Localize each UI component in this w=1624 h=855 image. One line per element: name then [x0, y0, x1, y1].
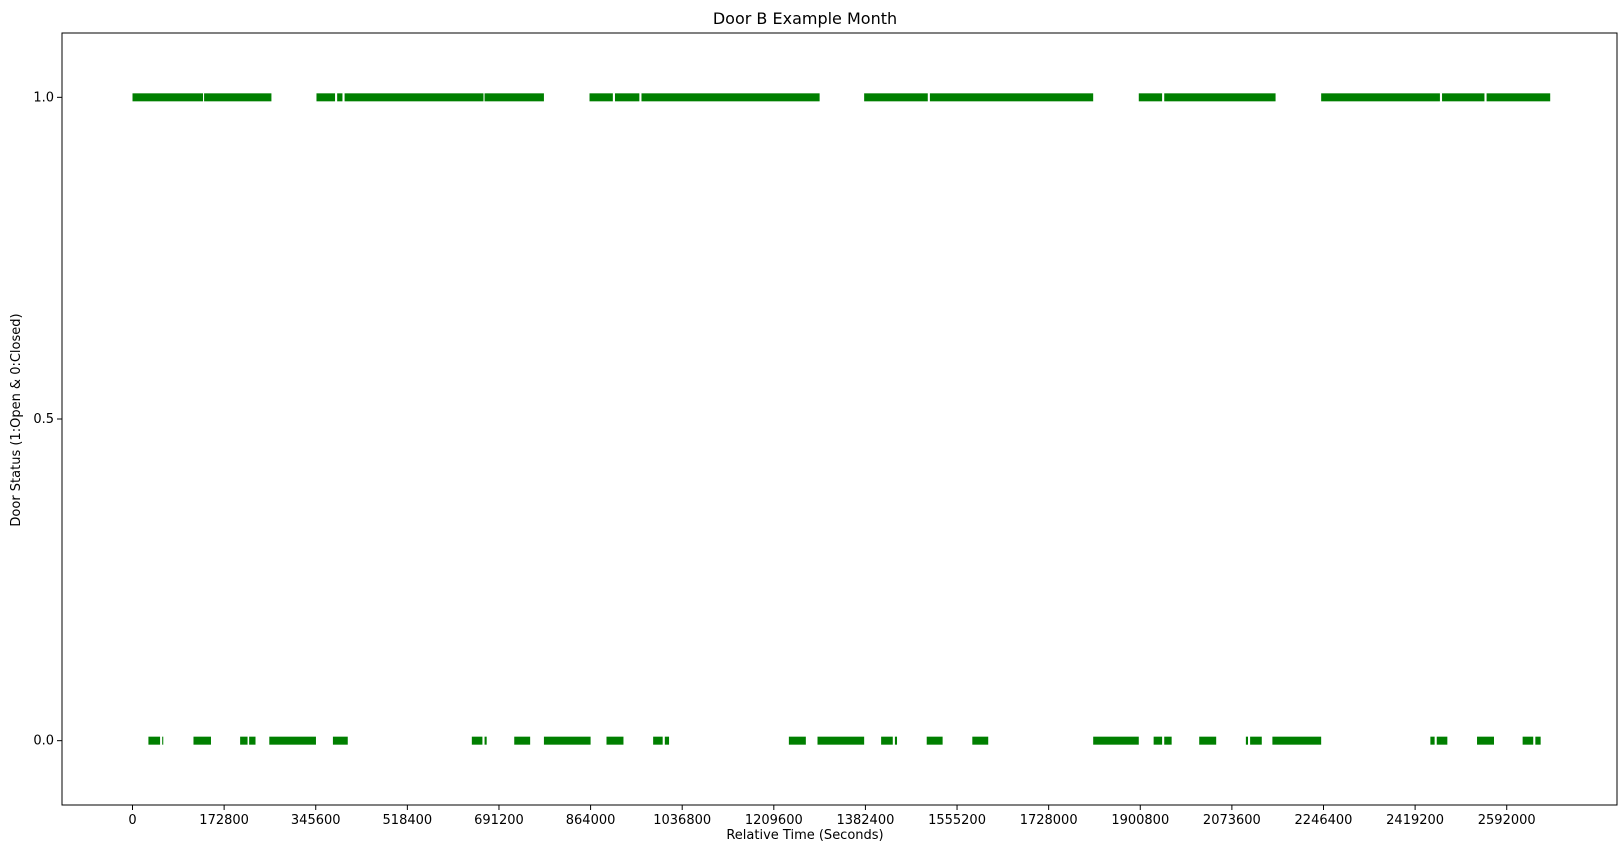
status-segment-y0-28 [1436, 736, 1448, 745]
x-tick-label: 0 [128, 813, 136, 828]
status-segment-y1-5 [484, 93, 544, 102]
status-segment-y0-1 [162, 736, 164, 745]
status-segment-y0-31 [1535, 736, 1541, 745]
status-segment-y0-19 [972, 736, 989, 745]
status-segment-y0-26 [1272, 736, 1322, 745]
status-segment-y1-0 [132, 93, 204, 102]
y-tick-label: 0.5 [33, 412, 54, 427]
x-tick-label: 1209600 [745, 813, 803, 828]
status-segment-y0-10 [543, 736, 591, 745]
status-segment-y0-27 [1430, 736, 1435, 745]
status-segment-y0-17 [894, 736, 898, 745]
status-segment-y0-30 [1522, 736, 1534, 745]
status-segment-y0-6 [332, 736, 348, 745]
status-segment-y0-0 [148, 736, 161, 745]
status-segment-y0-22 [1164, 736, 1172, 745]
data-marks [132, 93, 1551, 745]
status-segment-y0-7 [471, 736, 483, 745]
x-tick-label: 2592000 [1478, 813, 1536, 828]
status-segment-y0-25 [1250, 736, 1262, 745]
y-tick-label: 1.0 [33, 90, 54, 105]
x-tick-label: 691200 [474, 813, 524, 828]
status-segment-y0-3 [240, 736, 248, 745]
status-segment-y0-9 [514, 736, 531, 745]
status-segment-y1-2 [316, 93, 336, 102]
status-segment-y1-11 [1138, 93, 1163, 102]
status-segment-y0-5 [269, 736, 316, 745]
y-axis-title: Door Status (1:Open & 0:Closed) [9, 313, 24, 526]
status-segment-y0-29 [1477, 736, 1494, 745]
x-tick-label: 1728000 [1020, 813, 1078, 828]
status-segment-y1-9 [864, 93, 928, 102]
status-segment-y1-4 [344, 93, 484, 102]
status-segment-y0-20 [1093, 736, 1139, 745]
x-tick-label: 345600 [291, 813, 341, 828]
x-tick-label: 172800 [199, 813, 249, 828]
status-segment-y0-2 [193, 736, 211, 745]
x-tick-label: 1036800 [653, 813, 711, 828]
status-segment-y0-11 [606, 736, 624, 745]
status-segment-y1-15 [1486, 93, 1551, 102]
status-segment-y0-24 [1245, 736, 1248, 745]
status-segment-y0-23 [1199, 736, 1217, 745]
status-segment-y1-3 [337, 93, 343, 102]
x-tick-label: 1555200 [928, 813, 986, 828]
status-segment-y0-13 [664, 736, 670, 745]
status-segment-y0-12 [653, 736, 663, 745]
x-tick-label: 1382400 [836, 813, 894, 828]
x-tick-label: 2419200 [1386, 813, 1444, 828]
status-segment-y1-10 [929, 93, 1094, 102]
y-axis: 0.0 0.5 1.0 [33, 90, 62, 749]
x-axis: 0 172800 345600 518400 691200 864000 1036800 12… [128, 805, 1536, 828]
status-segment-y0-14 [788, 736, 806, 745]
status-segment-y0-18 [926, 736, 943, 745]
status-segment-y1-14 [1442, 93, 1485, 102]
status-segment-y1-7 [614, 93, 640, 102]
status-segment-y1-8 [641, 93, 820, 102]
x-tick-label: 518400 [383, 813, 433, 828]
status-segment-y1-13 [1321, 93, 1440, 102]
x-axis-title: Relative Time (Seconds) [726, 828, 883, 843]
chart-title: Door B Example Month [713, 9, 897, 28]
status-segment-y1-1 [204, 93, 272, 102]
status-segment-y1-6 [589, 93, 613, 102]
y-tick-label: 0.0 [33, 734, 54, 749]
x-tick-label: 2073600 [1203, 813, 1261, 828]
status-segment-y0-4 [249, 736, 256, 745]
status-segment-y0-21 [1153, 736, 1163, 745]
status-segment-y1-12 [1164, 93, 1276, 102]
x-tick-label: 2246400 [1295, 813, 1353, 828]
x-tick-label: 864000 [566, 813, 616, 828]
x-tick-label: 1900800 [1111, 813, 1169, 828]
status-segment-y0-8 [484, 736, 487, 745]
status-segment-y0-15 [817, 736, 865, 745]
status-segment-y0-16 [881, 736, 893, 745]
